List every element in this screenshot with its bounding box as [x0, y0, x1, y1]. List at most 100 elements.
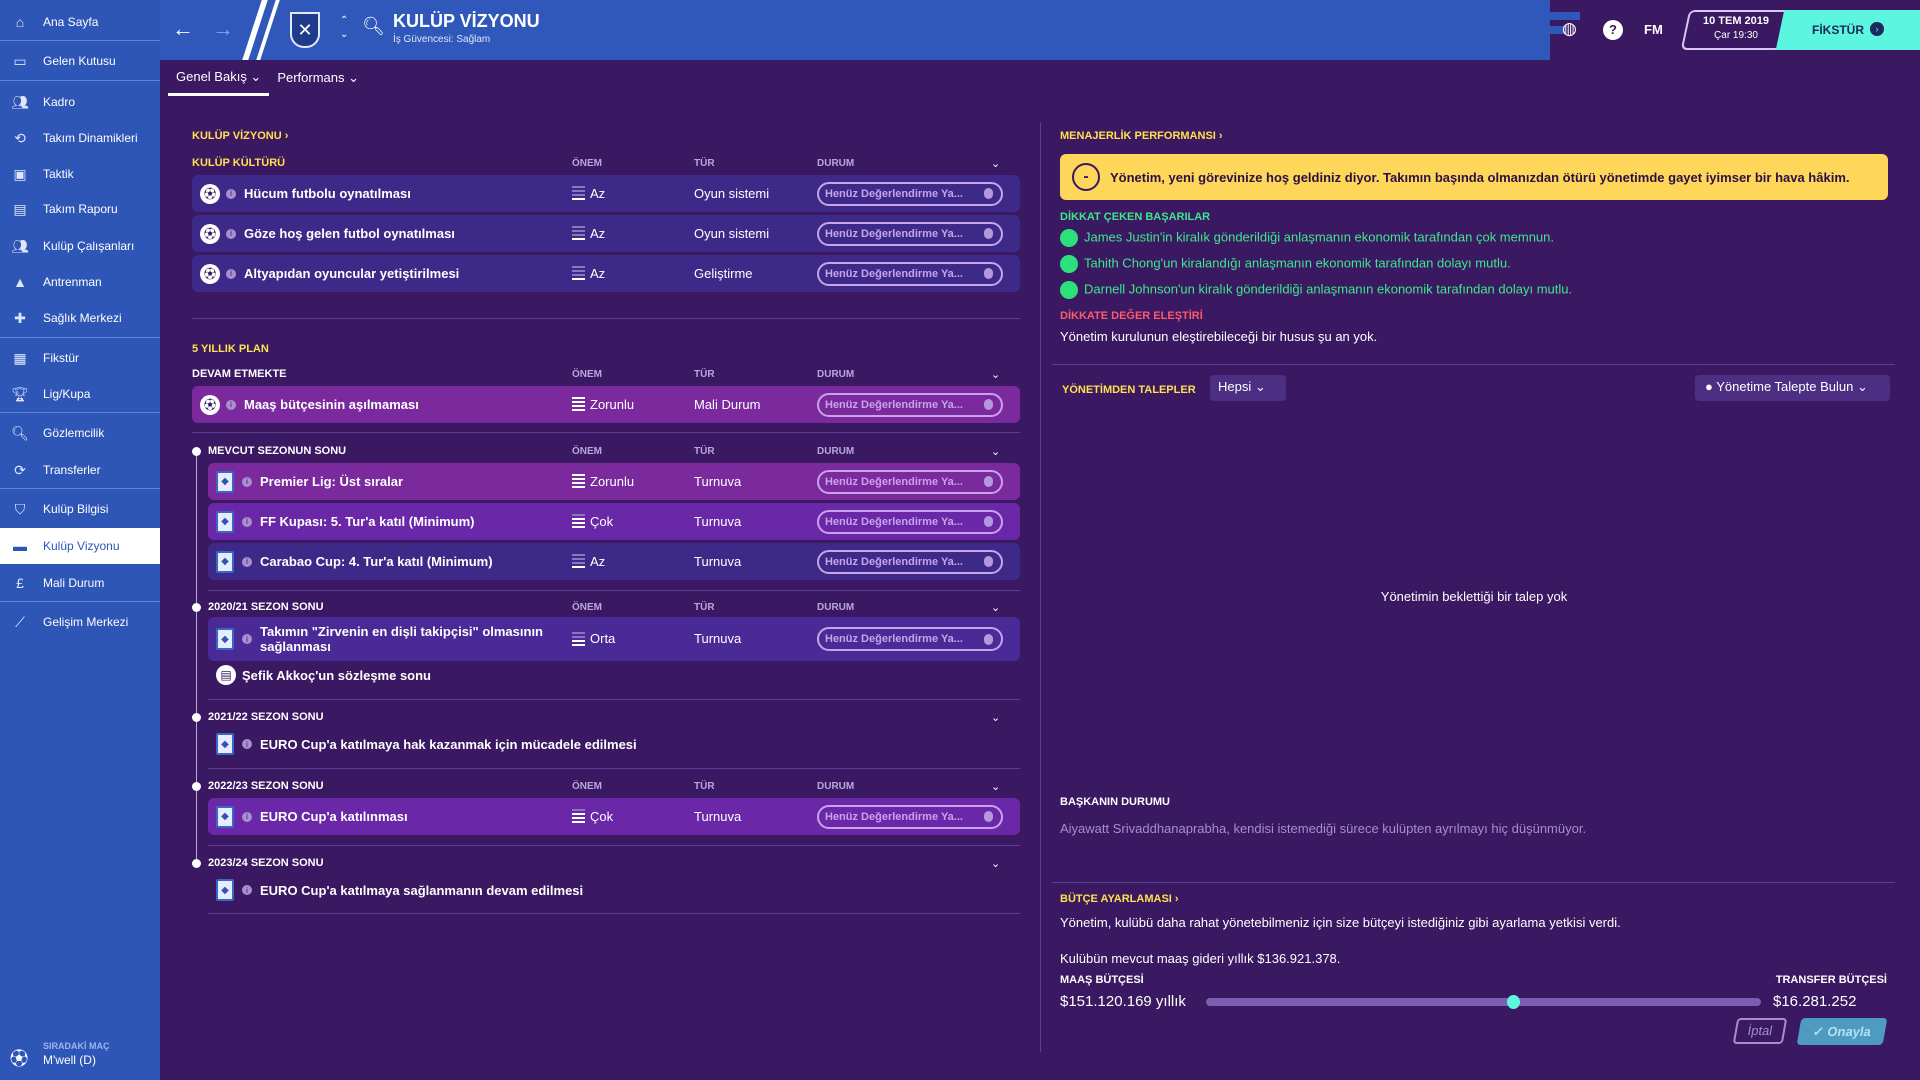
info-icon[interactable]: i [242, 476, 252, 487]
tab-genel-bakis[interactable]: Genel Bakış ⌄ [168, 60, 270, 96]
sidebar-item-label: Kulüp Çalışanları [43, 239, 135, 253]
column-header-importance: ÖNEM [572, 369, 602, 380]
chevron-down-icon[interactable]: ⌄ [991, 712, 1001, 724]
objective-row[interactable]: ◆ i EURO Cup'a katılmaya sağlanmanın devam… [208, 876, 1020, 904]
sidebar-divider [0, 337, 160, 338]
info-icon[interactable]: i [242, 739, 252, 749]
next-match[interactable]: ⚽︎ SIRADAKİ MAÇ M'well (D) [0, 1035, 160, 1075]
page-title: KULÜP VİZYONU [393, 11, 540, 31]
make-request-button[interactable]: ● Yönetime Talepte Bulun ⌄ [1695, 375, 1890, 401]
objective-row[interactable]: ⚽︎ i Hücum futbolu oynatılması Az Oyun siste… [192, 175, 1020, 212]
subnav-tabs: Genel Bakış ⌄ Performans ⌄ [160, 60, 367, 96]
chevron-down-icon[interactable]: ⌄ [991, 858, 1001, 870]
importance: Az [572, 186, 605, 201]
fm-menu-button[interactable]: FM [1644, 22, 1663, 37]
back-arrow-icon[interactable]: ← [172, 16, 194, 41]
sidebar-item-label: Ana Sayfa [43, 15, 99, 29]
objective-row[interactable]: ◆ i FF Kupası: 5. Tur'a katıl (Minimum) Çok… [208, 503, 1020, 540]
sidebar-item-kul-p-al-anlar-[interactable]: 👥︎ Kulüp Çalışanları [0, 228, 160, 264]
chevron-down-icon: ⌄ [1856, 379, 1868, 394]
sidebar-item-label: Gelişim Merkezi [43, 615, 129, 629]
objective-row[interactable]: ◆ i EURO Cup'a katılınması Çok Turnuva Henüz … [208, 798, 1020, 835]
sidebar-item-antrenman[interactable]: ▲ Antrenman [0, 264, 160, 300]
sidebar-item-label: Antrenman [43, 275, 102, 289]
info-icon[interactable]: i [226, 188, 236, 199]
status-badge[interactable]: Henüz Değerlendirme Ya... [817, 549, 1003, 574]
objective-row[interactable]: ⚽︎ i Altyapıdan oyuncular yetiştirilmesi Az… [192, 255, 1020, 292]
status-badge[interactable]: Henüz Değerlendirme Ya... [817, 804, 1003, 829]
sidebar-item-mali-durum[interactable]: £ Mali Durum [0, 565, 160, 601]
sidebar-item-kadro[interactable]: 👥︎ Kadro [0, 84, 160, 120]
info-icon[interactable]: i [226, 399, 236, 410]
sidebar-item-label: Gelen Kutusu [43, 54, 116, 68]
status-badge[interactable]: Henüz Değerlendirme Ya... [817, 221, 1003, 246]
objective-row[interactable]: ◆ i Carabao Cup: 4. Tur'a katıl (Minimum) A… [208, 543, 1020, 580]
chevron-down-icon[interactable]: ⌄ [991, 446, 1001, 458]
objective-row[interactable]: ⚽︎ i Göze hoş gelen futbol oynatılması Az Oy… [192, 215, 1020, 252]
info-icon[interactable]: i [226, 268, 236, 279]
club-vision-link[interactable]: KULÜP VİZYONU › [192, 130, 289, 142]
sidebar-item-geli-im-merkezi[interactable]: ⟋ Gelişim Merkezi [0, 604, 160, 640]
info-icon[interactable]: i [242, 516, 252, 527]
objective-row[interactable]: ◆ i EURO Cup'a katılmaya hak kazanmak için… [208, 730, 1020, 758]
status-text: Henüz Değerlendirme Ya... [825, 227, 963, 240]
sidebar-item-label: Kulüp Vizyonu [43, 539, 120, 553]
chevron-down-icon[interactable]: ⌄ [991, 369, 1001, 381]
search-icon[interactable]: 🔍︎ [362, 16, 385, 36]
slider-thumb[interactable] [1506, 995, 1520, 1009]
info-icon [984, 811, 993, 822]
status-badge[interactable]: Henüz Değerlendirme Ya... [817, 261, 1003, 286]
info-icon [984, 556, 993, 567]
info-icon[interactable]: i [242, 556, 252, 567]
info-icon[interactable]: i [242, 811, 252, 822]
chevron-down-icon[interactable]: ⌄ [991, 781, 1001, 793]
filter-value: Hepsi [1218, 379, 1252, 394]
confirm-button[interactable]: ✓ Onayla [1796, 1018, 1888, 1045]
sidebar-item-kul-p-bilgisi[interactable]: ⛉ Kulüp Bilgisi [0, 491, 160, 527]
budget-slider[interactable] [1206, 995, 1761, 1009]
manager-performance-link[interactable]: MENAJERLİK PERFORMANSI › [1060, 130, 1223, 142]
sidebar-divider [0, 80, 160, 81]
importance: Az [572, 554, 605, 569]
importance: Az [572, 266, 605, 281]
status-badge[interactable]: Henüz Değerlendirme Ya... [817, 392, 1003, 417]
importance-value: Zorunlu [590, 396, 635, 412]
forward-arrow-icon[interactable]: → [212, 16, 234, 41]
club-crest[interactable]: ✕ [290, 12, 320, 48]
sidebar-item-sa-l-k-merkezi[interactable]: ✚ Sağlık Merkezi [0, 300, 160, 336]
status-badge[interactable]: Henüz Değerlendirme Ya... [817, 181, 1003, 206]
sidebar-item-kul-p-vizyonu[interactable]: ▬ Kulüp Vizyonu [0, 528, 160, 564]
info-icon[interactable]: i [226, 228, 236, 239]
objective-row[interactable]: ◆ i Takımın "Zirvenin en dişli takipçisi" … [208, 617, 1020, 661]
criticism-text: Yönetim kurulunun eleştirebileceği bir h… [1060, 329, 1378, 344]
requests-filter-dropdown[interactable]: Hepsi ⌄ [1210, 375, 1286, 401]
objective-text: Premier Lig: Üst sıralar [260, 474, 404, 489]
sidebar-item-transferler[interactable]: ⟳ Transferler [0, 452, 160, 488]
cancel-button[interactable]: İptal [1732, 1018, 1788, 1044]
budget-adjustment-link[interactable]: BÜTÇE AYARLAMASI › [1060, 893, 1179, 905]
sidebar-item-tak-m-raporu[interactable]: ▤ Takım Raporu [0, 191, 160, 227]
objective-row[interactable]: ▤ Şefik Akkoç'un sözleşme sonu [208, 661, 1020, 689]
status-badge[interactable]: Henüz Değerlendirme Ya... [817, 509, 1003, 534]
club-switch-arrows-icon[interactable]: ⌃ ⌄ [340, 15, 349, 40]
objective-row[interactable]: ⚽︎ i Maaş bütçesinin aşılmaması Zorunlu Mali… [192, 386, 1020, 423]
tab-performans[interactable]: Performans ⌄ [277, 70, 360, 85]
importance-value: Az [590, 553, 606, 569]
sidebar-item-lig-kupa[interactable]: 🏆︎ Lig/Kupa [0, 376, 160, 412]
objective-row[interactable]: ◆ i Premier Lig: Üst sıralar Zorunlu Turnuva… [208, 463, 1020, 500]
sidebar-item-g-zlemcilik[interactable]: 🔍︎ Gözlemcilik [0, 415, 160, 451]
column-header-importance: ÖNEM [572, 158, 602, 169]
sidebar-item-fikst-r[interactable]: ▦ Fikstür [0, 340, 160, 376]
sidebar-item-ana-sayfa[interactable]: ⌂ Ana Sayfa [0, 4, 160, 40]
globe-icon[interactable]: ◍ [1562, 19, 1577, 38]
status-badge[interactable]: Henüz Değerlendirme Ya... [817, 469, 1003, 494]
sidebar-item-gelen-kutusu[interactable]: ▭ Gelen Kutusu [0, 43, 160, 79]
chevron-down-icon[interactable]: ⌄ [991, 158, 1001, 170]
sidebar-item-tak-m-dinamikleri[interactable]: ⟲ Takım Dinamikleri [0, 120, 160, 156]
help-icon[interactable]: ? [1603, 20, 1623, 40]
info-icon[interactable]: i [242, 634, 252, 644]
sidebar-item-taktik[interactable]: ▣ Taktik [0, 156, 160, 192]
status-badge[interactable]: Henüz Değerlendirme Ya... [817, 627, 1003, 651]
info-icon[interactable]: i [242, 885, 252, 895]
chevron-down-icon[interactable]: ⌄ [991, 602, 1001, 614]
